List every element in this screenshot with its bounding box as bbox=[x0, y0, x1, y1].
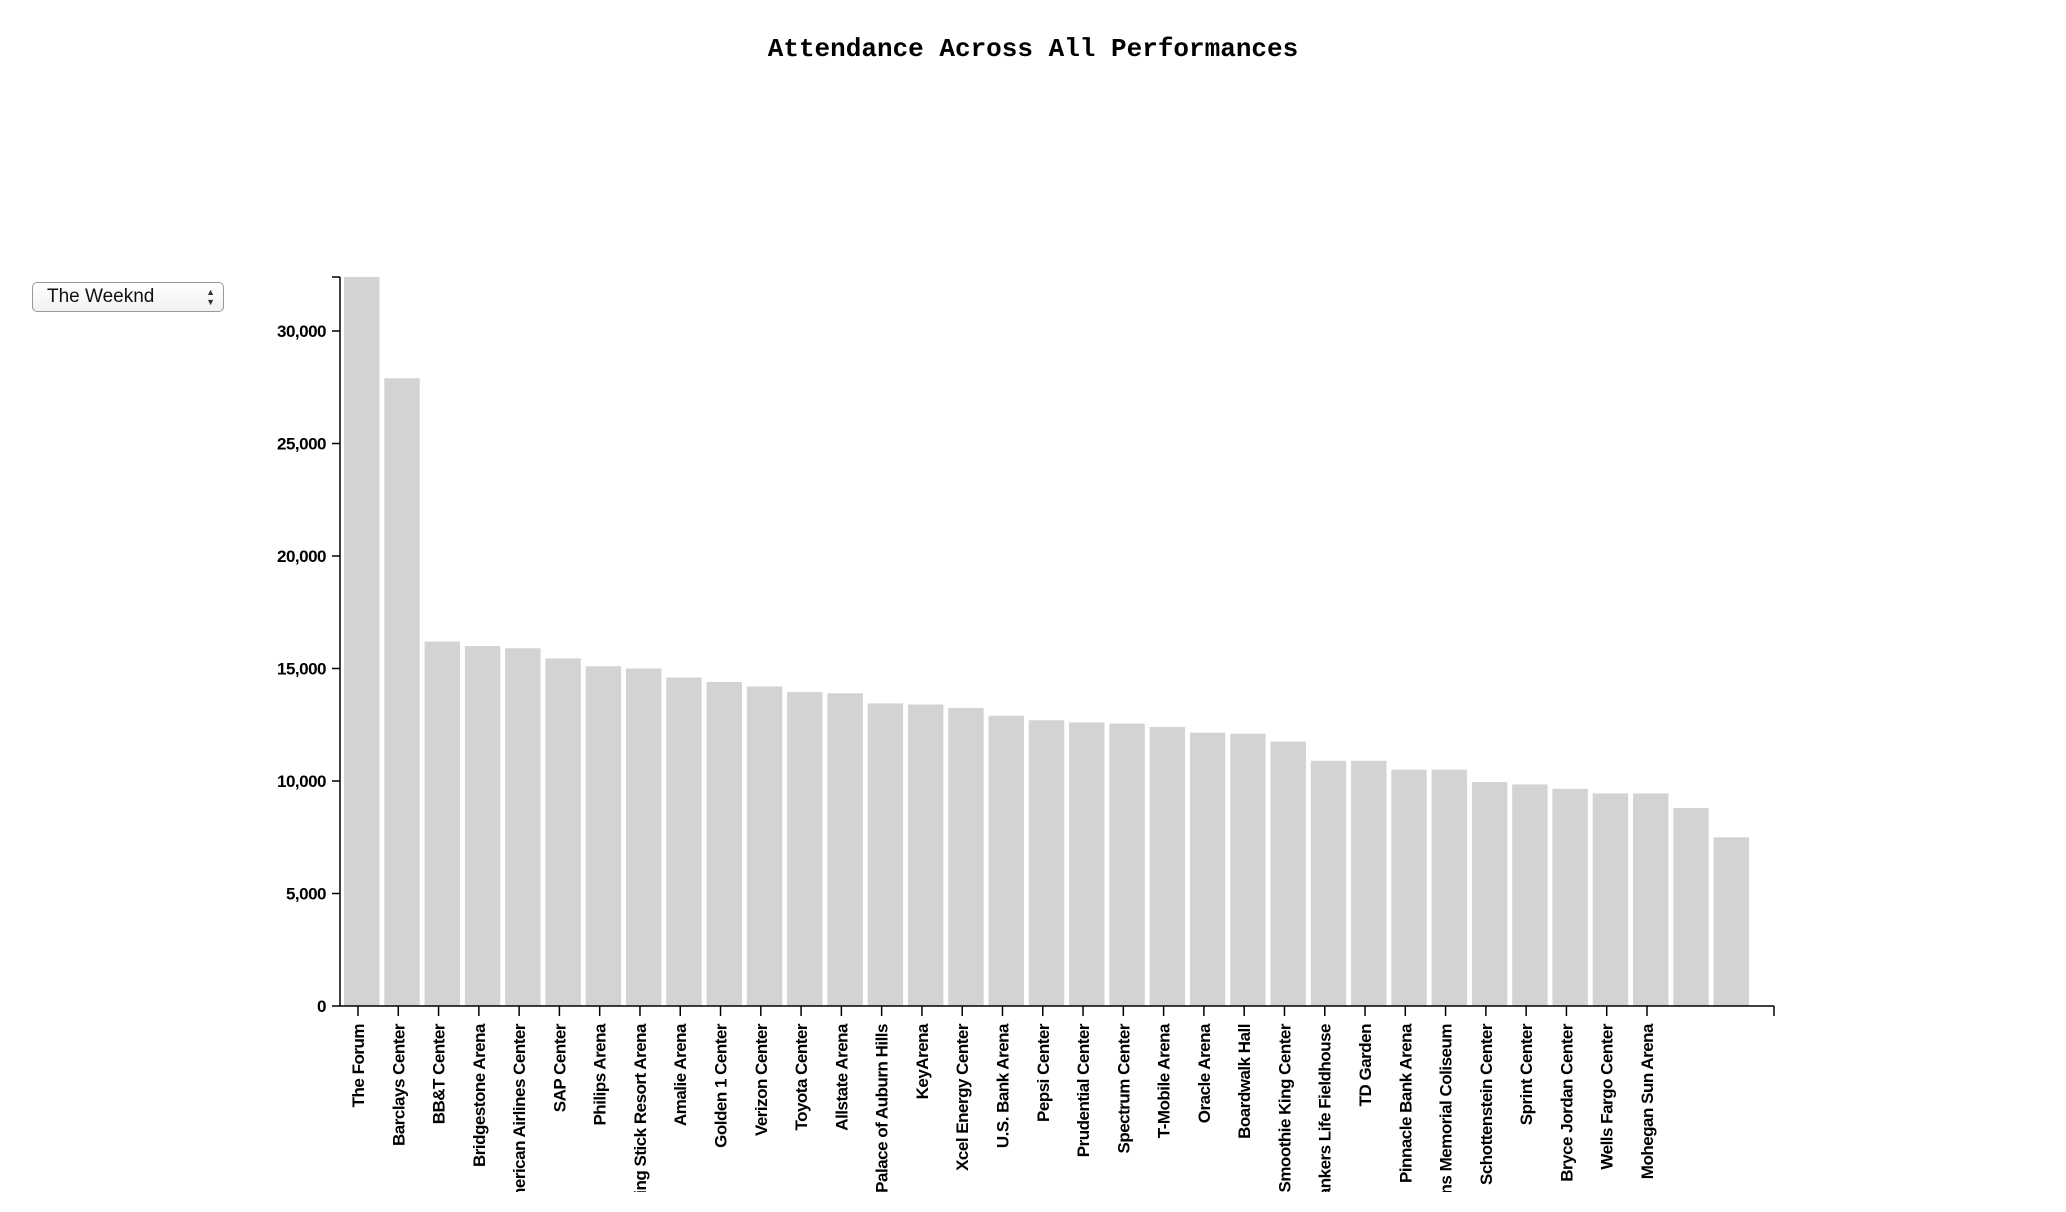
bar bbox=[706, 682, 742, 1006]
y-tick-label: 25,000 bbox=[277, 435, 326, 454]
bar bbox=[1632, 793, 1669, 1006]
bar bbox=[1230, 733, 1266, 1006]
bar bbox=[1713, 837, 1749, 1006]
x-tick-label: Wells Fargo Center bbox=[1598, 1023, 1617, 1169]
y-tick-label: 5,000 bbox=[286, 885, 326, 904]
x-tick-label: Bankers Life Fieldhouse bbox=[1316, 1024, 1335, 1209]
bar bbox=[867, 703, 904, 1006]
bar bbox=[827, 693, 863, 1006]
x-tick-label: Philips Arena bbox=[591, 1023, 610, 1126]
bar bbox=[1431, 769, 1468, 1006]
x-tick-label: Xcel Energy Center bbox=[953, 1023, 972, 1171]
bar bbox=[1471, 782, 1508, 1006]
x-tick-label: Barclays Center bbox=[389, 1023, 408, 1146]
bar bbox=[988, 715, 1024, 1006]
x-tick-label: Smoothie King Center bbox=[1275, 1023, 1294, 1192]
x-tick-label: Spectrum Center bbox=[1114, 1023, 1133, 1153]
artist-select[interactable]: The Weeknd ▲ ▼ bbox=[32, 282, 224, 312]
x-tick-label: KeyArena bbox=[913, 1023, 932, 1099]
x-tick-label: American Airlines Center bbox=[510, 1023, 529, 1212]
bar bbox=[1189, 732, 1226, 1006]
x-tick-label: T-Mobile Arena bbox=[1155, 1023, 1174, 1138]
x-tick-label: Bryce Jordan Center bbox=[1557, 1023, 1576, 1182]
x-tick-label: The Forum bbox=[349, 1024, 368, 1108]
bar bbox=[1351, 760, 1387, 1006]
x-tick-labels: The Forum Barclays Center BB&T Center Bridg… bbox=[349, 1023, 1657, 1212]
x-tick-label: BB&T Center bbox=[430, 1023, 449, 1124]
bar bbox=[424, 641, 461, 1006]
bar bbox=[948, 707, 984, 1006]
bar bbox=[1673, 808, 1709, 1006]
bar bbox=[1512, 784, 1548, 1006]
x-tick-label: Allstate Arena bbox=[832, 1023, 851, 1131]
artist-select-value: The Weeknd bbox=[47, 286, 155, 307]
bar bbox=[1069, 722, 1105, 1006]
y-tick-label: 10,000 bbox=[277, 772, 326, 791]
x-tick-label: Verizon Center bbox=[752, 1023, 771, 1136]
bar bbox=[545, 658, 581, 1006]
x-tick-label: Boardwalk Hall bbox=[1235, 1024, 1254, 1139]
x-tick-label: Sprint Center bbox=[1517, 1023, 1536, 1125]
x-tick-label: Amalie Arena bbox=[671, 1023, 690, 1126]
bar bbox=[907, 704, 944, 1006]
bar bbox=[625, 668, 662, 1006]
x-tick-label: Oracle Arena bbox=[1195, 1023, 1214, 1123]
x-tick-label: SAP Center bbox=[550, 1023, 569, 1112]
x-tick-label: Prudential Center bbox=[1074, 1023, 1093, 1157]
x-tick-label: Talking Stick Resort Arena bbox=[631, 1023, 650, 1212]
bar bbox=[1149, 727, 1186, 1006]
bar bbox=[666, 677, 702, 1006]
x-tick-label: Toyota Center bbox=[792, 1023, 811, 1130]
x-tick-label: Golden 1 Center bbox=[712, 1023, 731, 1148]
bar bbox=[344, 277, 380, 1006]
bar bbox=[464, 646, 501, 1006]
x-tick-label: Pepsi Center bbox=[1034, 1023, 1053, 1122]
x-tick-label: Schottenstein Center bbox=[1477, 1023, 1496, 1185]
x-tick-label: TD Garden bbox=[1356, 1024, 1375, 1107]
bar bbox=[1552, 788, 1588, 1006]
x-tick-label: Bridgestone Arena bbox=[470, 1023, 489, 1167]
x-tick-label: Veterans Memorial Coliseum bbox=[1437, 1024, 1456, 1212]
bar bbox=[1028, 720, 1065, 1006]
bar bbox=[505, 648, 541, 1006]
y-tick-label: 20,000 bbox=[277, 547, 326, 566]
bar bbox=[1310, 760, 1347, 1006]
chart-title: Attendance Across All Performances bbox=[767, 34, 1299, 64]
y-tick-label: 15,000 bbox=[277, 660, 326, 679]
bar bbox=[746, 686, 783, 1006]
bar bbox=[1592, 793, 1629, 1006]
y-tick-label: 0 bbox=[317, 997, 326, 1016]
x-tick-label: Pinnacle Bank Arena bbox=[1396, 1023, 1415, 1183]
y-tick-label: 30,000 bbox=[277, 322, 326, 341]
bar bbox=[787, 692, 823, 1006]
x-tick-label: Mohegan Sun Arena bbox=[1638, 1023, 1657, 1179]
bar bbox=[1270, 741, 1306, 1006]
x-tick-label: U.S. Bank Arena bbox=[993, 1023, 1012, 1148]
bar bbox=[585, 666, 622, 1006]
x-tick-label: The Palace of Auburn Hills bbox=[873, 1024, 892, 1212]
select-arrows-icon: ▲ ▼ bbox=[206, 287, 215, 307]
bar bbox=[1109, 723, 1145, 1006]
bar bbox=[1391, 769, 1427, 1006]
bar bbox=[384, 378, 420, 1006]
